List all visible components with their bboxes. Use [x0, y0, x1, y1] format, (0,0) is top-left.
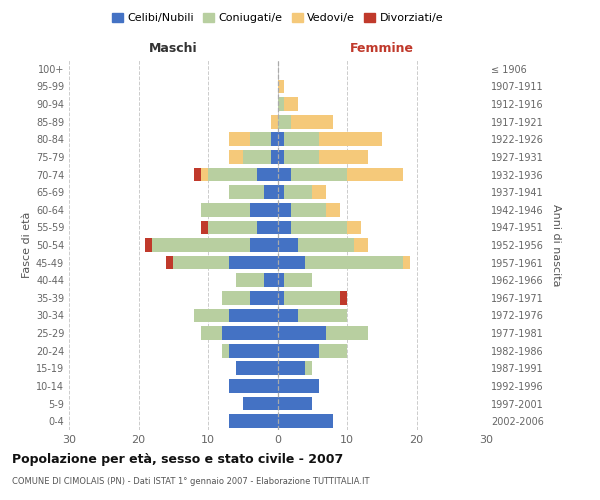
Bar — [277, 379, 319, 393]
Bar — [243, 150, 271, 164]
Bar — [257, 220, 277, 234]
Bar — [277, 97, 284, 111]
Bar — [277, 115, 292, 128]
Bar — [277, 256, 305, 270]
Bar — [271, 132, 277, 146]
Bar — [277, 220, 292, 234]
Bar — [284, 274, 312, 287]
Bar — [263, 186, 277, 199]
Bar — [222, 344, 229, 358]
Bar — [284, 150, 319, 164]
Text: COMUNE DI CIMOLAIS (PN) - Dati ISTAT 1° gennaio 2007 - Elaborazione TUTTITALIA.I: COMUNE DI CIMOLAIS (PN) - Dati ISTAT 1° … — [12, 478, 370, 486]
Bar — [340, 291, 347, 304]
Bar — [277, 326, 326, 340]
Bar — [263, 274, 277, 287]
Bar — [277, 274, 284, 287]
Bar — [194, 168, 201, 181]
Bar — [201, 168, 208, 181]
Bar — [145, 238, 152, 252]
Bar — [277, 291, 284, 304]
Bar — [319, 132, 382, 146]
Bar — [277, 150, 284, 164]
Bar — [284, 186, 312, 199]
Bar — [229, 414, 277, 428]
Bar — [277, 203, 292, 216]
Bar — [229, 150, 243, 164]
Bar — [229, 379, 277, 393]
Bar — [277, 168, 292, 181]
Bar — [271, 115, 277, 128]
Bar — [229, 308, 277, 322]
Bar — [208, 220, 257, 234]
Bar — [201, 203, 250, 216]
Bar — [277, 344, 319, 358]
Bar — [298, 238, 354, 252]
Bar — [292, 168, 347, 181]
Bar — [271, 150, 277, 164]
Bar — [243, 396, 277, 410]
Bar — [292, 203, 326, 216]
Bar — [152, 238, 250, 252]
Bar — [277, 362, 305, 375]
Y-axis label: Fasce di età: Fasce di età — [22, 212, 32, 278]
Bar — [326, 203, 340, 216]
Bar — [166, 256, 173, 270]
Text: Popolazione per età, sesso e stato civile - 2007: Popolazione per età, sesso e stato civil… — [12, 452, 343, 466]
Text: Femmine: Femmine — [350, 42, 414, 54]
Bar — [222, 291, 250, 304]
Bar — [222, 326, 277, 340]
Bar — [257, 168, 277, 181]
Bar — [173, 256, 229, 270]
Bar — [284, 97, 298, 111]
Bar — [354, 238, 368, 252]
Bar — [312, 186, 326, 199]
Bar — [229, 256, 277, 270]
Bar — [277, 414, 333, 428]
Bar — [298, 308, 347, 322]
Bar — [305, 256, 403, 270]
Bar — [284, 132, 319, 146]
Bar — [250, 203, 277, 216]
Bar — [201, 220, 208, 234]
Bar — [277, 308, 298, 322]
Bar — [277, 396, 312, 410]
Legend: Celibi/Nubili, Coniugati/e, Vedovi/e, Divorziati/e: Celibi/Nubili, Coniugati/e, Vedovi/e, Di… — [107, 8, 448, 28]
Bar — [319, 150, 368, 164]
Bar — [208, 168, 257, 181]
Bar — [229, 344, 277, 358]
Bar — [250, 132, 271, 146]
Bar — [236, 274, 263, 287]
Bar — [326, 326, 368, 340]
Bar — [403, 256, 410, 270]
Bar — [229, 132, 250, 146]
Bar — [250, 291, 277, 304]
Bar — [194, 308, 229, 322]
Bar — [292, 220, 347, 234]
Y-axis label: Anni di nascita: Anni di nascita — [551, 204, 560, 286]
Bar — [305, 362, 312, 375]
Bar — [236, 362, 277, 375]
Bar — [284, 291, 340, 304]
Bar — [292, 115, 333, 128]
Bar — [277, 132, 284, 146]
Bar — [319, 344, 347, 358]
Bar — [201, 326, 222, 340]
Bar — [277, 186, 284, 199]
Bar — [347, 168, 403, 181]
Bar — [250, 238, 277, 252]
Bar — [347, 220, 361, 234]
Text: Maschi: Maschi — [149, 42, 197, 54]
Bar — [277, 80, 284, 94]
Bar — [277, 238, 298, 252]
Bar — [229, 186, 263, 199]
